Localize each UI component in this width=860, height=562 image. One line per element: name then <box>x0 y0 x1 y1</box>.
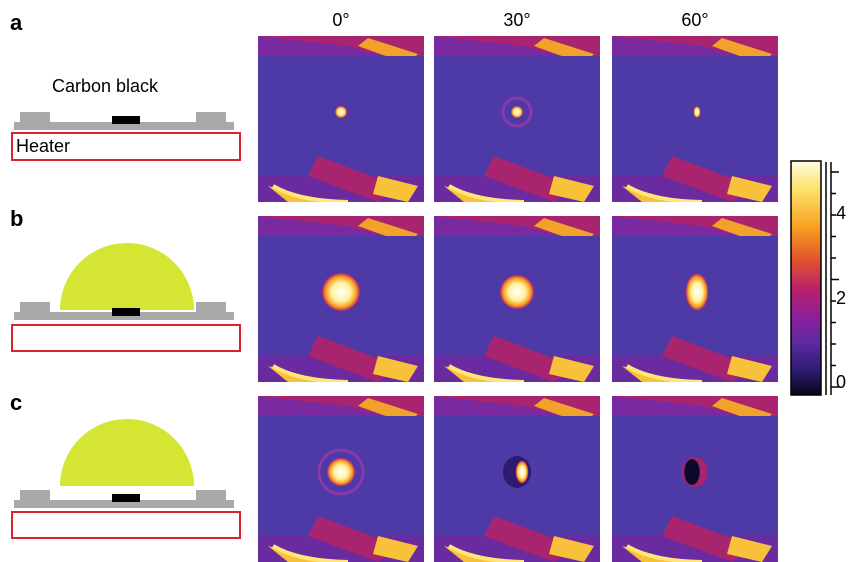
substrate-right-block <box>196 112 226 124</box>
colorbar-tick-0: 0 <box>836 372 847 392</box>
thermal-image <box>258 396 424 562</box>
colorbar-gradient <box>790 160 839 396</box>
heater-box <box>11 324 241 352</box>
schematic-a <box>11 112 241 161</box>
colorbar: 4 2 0 <box>790 160 860 405</box>
column-header-60: 60° <box>681 10 709 30</box>
column-header-30: 30° <box>503 10 531 30</box>
column-header-0: 0° <box>332 10 350 30</box>
heater-label: Heater <box>16 136 71 156</box>
thermal-image <box>434 396 600 562</box>
substrate-left-block <box>20 112 50 124</box>
substrate-base <box>14 122 234 130</box>
thermal-image <box>258 216 424 382</box>
panel-letter-b: b <box>10 206 24 231</box>
carbon-black-patch <box>112 116 140 124</box>
schematic-c <box>11 419 241 539</box>
panel-letter-c: c <box>10 390 23 415</box>
carbon-black-label: Carbon black <box>52 76 159 96</box>
heater-box <box>11 132 241 161</box>
thermal-image <box>612 216 778 382</box>
droplet <box>60 419 194 486</box>
thermal-image <box>434 36 600 202</box>
schematic-b <box>11 243 241 352</box>
thermal-image <box>434 216 600 382</box>
thermal-image <box>258 36 424 202</box>
heater-box <box>11 511 241 539</box>
panel-letter-a: a <box>10 10 23 35</box>
droplet <box>60 243 194 310</box>
colorbar-tick-4: 4 <box>836 203 847 223</box>
colorbar-tick-2: 2 <box>836 288 847 308</box>
thermal-image <box>612 396 778 562</box>
thermal-image <box>612 36 778 202</box>
